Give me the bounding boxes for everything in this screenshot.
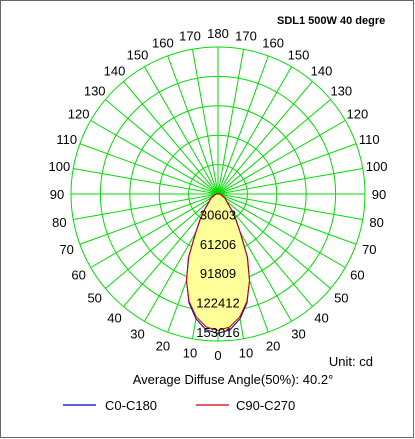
radial-label: 91809: [200, 266, 236, 281]
angle-label: 130: [330, 84, 352, 99]
angle-label: 40: [107, 310, 121, 325]
angle-label: 140: [104, 64, 126, 79]
angle-label: 20: [266, 338, 280, 353]
legend-label-c90-c270: C90-C270: [236, 398, 295, 413]
angle-label: 50: [334, 291, 348, 306]
curve-fill: [186, 193, 250, 334]
radial-label: 61206: [200, 237, 236, 252]
angle-label: 40: [314, 310, 328, 325]
angle-label: 80: [52, 215, 66, 230]
radial-label: 30603: [200, 207, 236, 222]
angle-label: 60: [350, 268, 364, 283]
angle-label: 110: [359, 132, 380, 147]
angle-label: 30: [130, 326, 144, 341]
angle-label: 60: [71, 268, 85, 283]
angle-label: 100: [366, 159, 388, 174]
angle-label: 80: [369, 215, 383, 230]
angle-label: 120: [347, 107, 369, 122]
angle-label: 120: [68, 107, 90, 122]
angle-label: 90: [372, 187, 386, 202]
curve-c90-c270: [185, 193, 251, 331]
intensity-curves: [185, 193, 251, 334]
angle-labels: 0102030405060708090100110120130140150160…: [49, 26, 388, 363]
angle-label: 70: [362, 242, 376, 257]
radial-label: 122412: [196, 296, 239, 311]
angle-label: 30: [291, 326, 305, 341]
angle-label: 150: [127, 48, 149, 63]
legend: C0-C180 C90-C270: [63, 398, 295, 413]
angle-label: 0: [214, 348, 221, 363]
legend-label-c0-c180: C0-C180: [105, 398, 157, 413]
angle-label: 20: [156, 338, 170, 353]
angle-label: 170: [179, 28, 201, 43]
angle-label: 170: [235, 28, 257, 43]
angle-label: 10: [239, 346, 253, 361]
chart-title: SDL1 500W 40 degre: [277, 15, 385, 27]
angle-label: 160: [152, 36, 174, 51]
angle-label: 70: [59, 242, 73, 257]
angle-label: 140: [311, 64, 333, 79]
angle-label: 180: [207, 26, 229, 41]
angle-label: 110: [56, 132, 77, 147]
angle-label: 90: [50, 187, 64, 202]
average-angle-label: Average Diffuse Angle(50%): 40.2°: [133, 372, 334, 387]
angle-label: 130: [84, 84, 106, 99]
unit-label: Unit: cd: [329, 354, 373, 369]
radial-labels: 30603 61206 91809 122412 153016: [196, 207, 239, 340]
angle-label: 10: [183, 346, 197, 361]
angle-label: 50: [87, 291, 101, 306]
angle-label: 160: [262, 36, 284, 51]
angle-label: 100: [49, 159, 71, 174]
angle-label: 150: [288, 48, 310, 63]
radial-label: 153016: [196, 325, 239, 340]
